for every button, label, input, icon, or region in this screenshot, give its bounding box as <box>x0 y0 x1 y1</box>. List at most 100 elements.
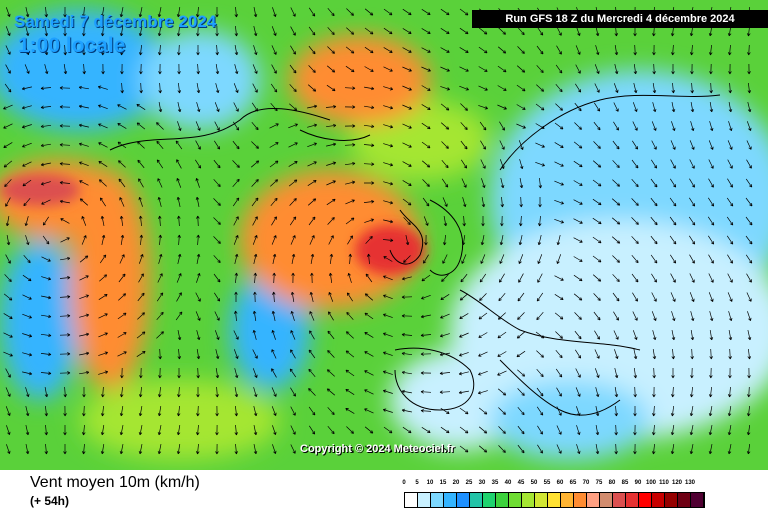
wind-arrow <box>383 294 393 300</box>
wind-arrow <box>214 102 220 112</box>
wind-arrow <box>556 45 562 55</box>
wind-arrow <box>364 86 375 91</box>
wind-arrow <box>344 143 356 147</box>
wind-arrow <box>478 312 488 320</box>
wind-arrow <box>516 84 526 92</box>
wind-arrow <box>22 333 33 338</box>
wind-arrow <box>690 102 695 113</box>
wind-arrow <box>196 253 201 264</box>
wind-arrow <box>479 273 487 283</box>
wind-arrow <box>25 444 30 455</box>
wind-arrow <box>517 312 525 320</box>
wind-arrow <box>709 348 713 360</box>
scale-swatch-20 <box>457 493 470 507</box>
wind-arrow <box>499 273 505 283</box>
wind-arrow <box>176 292 182 302</box>
wind-arrow <box>424 234 428 246</box>
wind-arrow <box>554 122 564 130</box>
wind-arrow <box>592 236 602 244</box>
wind-arrow <box>632 140 639 150</box>
wind-arrow <box>614 349 619 359</box>
wind-arrow <box>592 198 602 206</box>
wind-arrow <box>383 332 393 337</box>
wind-arrow <box>421 274 431 282</box>
wind-arrow <box>79 294 89 300</box>
wind-arrow <box>440 28 450 35</box>
wind-arrow <box>499 140 505 150</box>
wind-arrow <box>595 444 600 455</box>
wind-arrow <box>41 199 51 205</box>
wind-arrow <box>382 389 393 394</box>
wind-arrow <box>594 102 601 112</box>
wind-arrow <box>290 330 296 340</box>
forecast-time: 1:00 locale <box>18 34 126 57</box>
wind-arrow <box>25 387 30 398</box>
scale-swatch-15 <box>444 493 457 507</box>
wind-arrow <box>402 8 412 16</box>
wind-arrow <box>478 105 488 110</box>
wind-arrow <box>271 310 276 321</box>
wind-arrow <box>344 105 356 109</box>
wind-arrow <box>728 367 732 379</box>
wind-arrow <box>290 444 296 454</box>
wind-arrow <box>497 351 507 357</box>
wind-arrow <box>290 387 296 397</box>
wind-arrow <box>519 178 524 189</box>
wind-arrow <box>516 104 526 110</box>
wind-arrow <box>421 446 431 453</box>
wind-arrow <box>6 235 11 246</box>
wind-arrow <box>500 178 505 189</box>
wind-arrow <box>536 368 544 378</box>
wind-arrow <box>478 27 488 35</box>
wind-arrow <box>401 370 412 375</box>
wind-arrow <box>40 124 52 129</box>
wind-arrow <box>517 292 525 302</box>
wind-arrow <box>98 142 108 148</box>
scale-swatch-30 <box>483 493 496 507</box>
wind-arrow <box>253 253 258 264</box>
wind-arrow <box>196 367 200 379</box>
wind-arrow <box>516 123 526 129</box>
wind-arrow <box>234 272 239 284</box>
wind-arrow <box>536 65 544 74</box>
wind-arrow <box>670 425 675 436</box>
wind-arrow <box>459 66 469 72</box>
wind-arrow <box>461 254 467 264</box>
wind-arrow <box>573 141 583 149</box>
wind-arrow <box>497 388 507 396</box>
wind-arrow <box>119 254 125 264</box>
wind-arrow <box>516 350 526 358</box>
wind-arrow <box>554 218 564 224</box>
wind-arrow <box>364 426 374 434</box>
wind-arrow <box>402 426 412 434</box>
wind-arrow <box>289 216 297 226</box>
wind-arrow <box>288 142 298 148</box>
wind-arrow <box>118 273 126 283</box>
scale-swatch-70 <box>587 493 600 507</box>
wind-arrow <box>40 105 52 110</box>
wind-arrow <box>728 311 733 322</box>
iberia-coast <box>394 347 475 411</box>
wind-arrow <box>215 64 220 75</box>
wind-arrow <box>670 405 675 417</box>
wind-arrow <box>652 330 657 341</box>
wind-arrow <box>402 180 412 186</box>
wind-arrow <box>499 235 504 246</box>
wind-arrow <box>6 444 11 454</box>
wind-arrow <box>6 425 11 435</box>
wind-arrow <box>536 311 544 321</box>
wind-arrow <box>593 293 601 301</box>
wind-arrow <box>689 140 695 150</box>
wind-arrow <box>22 142 32 148</box>
wind-arrow <box>138 7 143 18</box>
wind-arrow <box>440 86 450 91</box>
wind-arrow <box>671 82 676 94</box>
wind-arrow <box>41 276 52 281</box>
wind-arrow <box>100 215 105 226</box>
wind-arrow <box>670 254 677 264</box>
wind-arrow <box>363 143 375 148</box>
wind-arrow <box>177 121 182 131</box>
wind-arrow <box>310 253 315 264</box>
wind-arrow <box>420 352 432 356</box>
wind-arrow <box>136 103 146 110</box>
